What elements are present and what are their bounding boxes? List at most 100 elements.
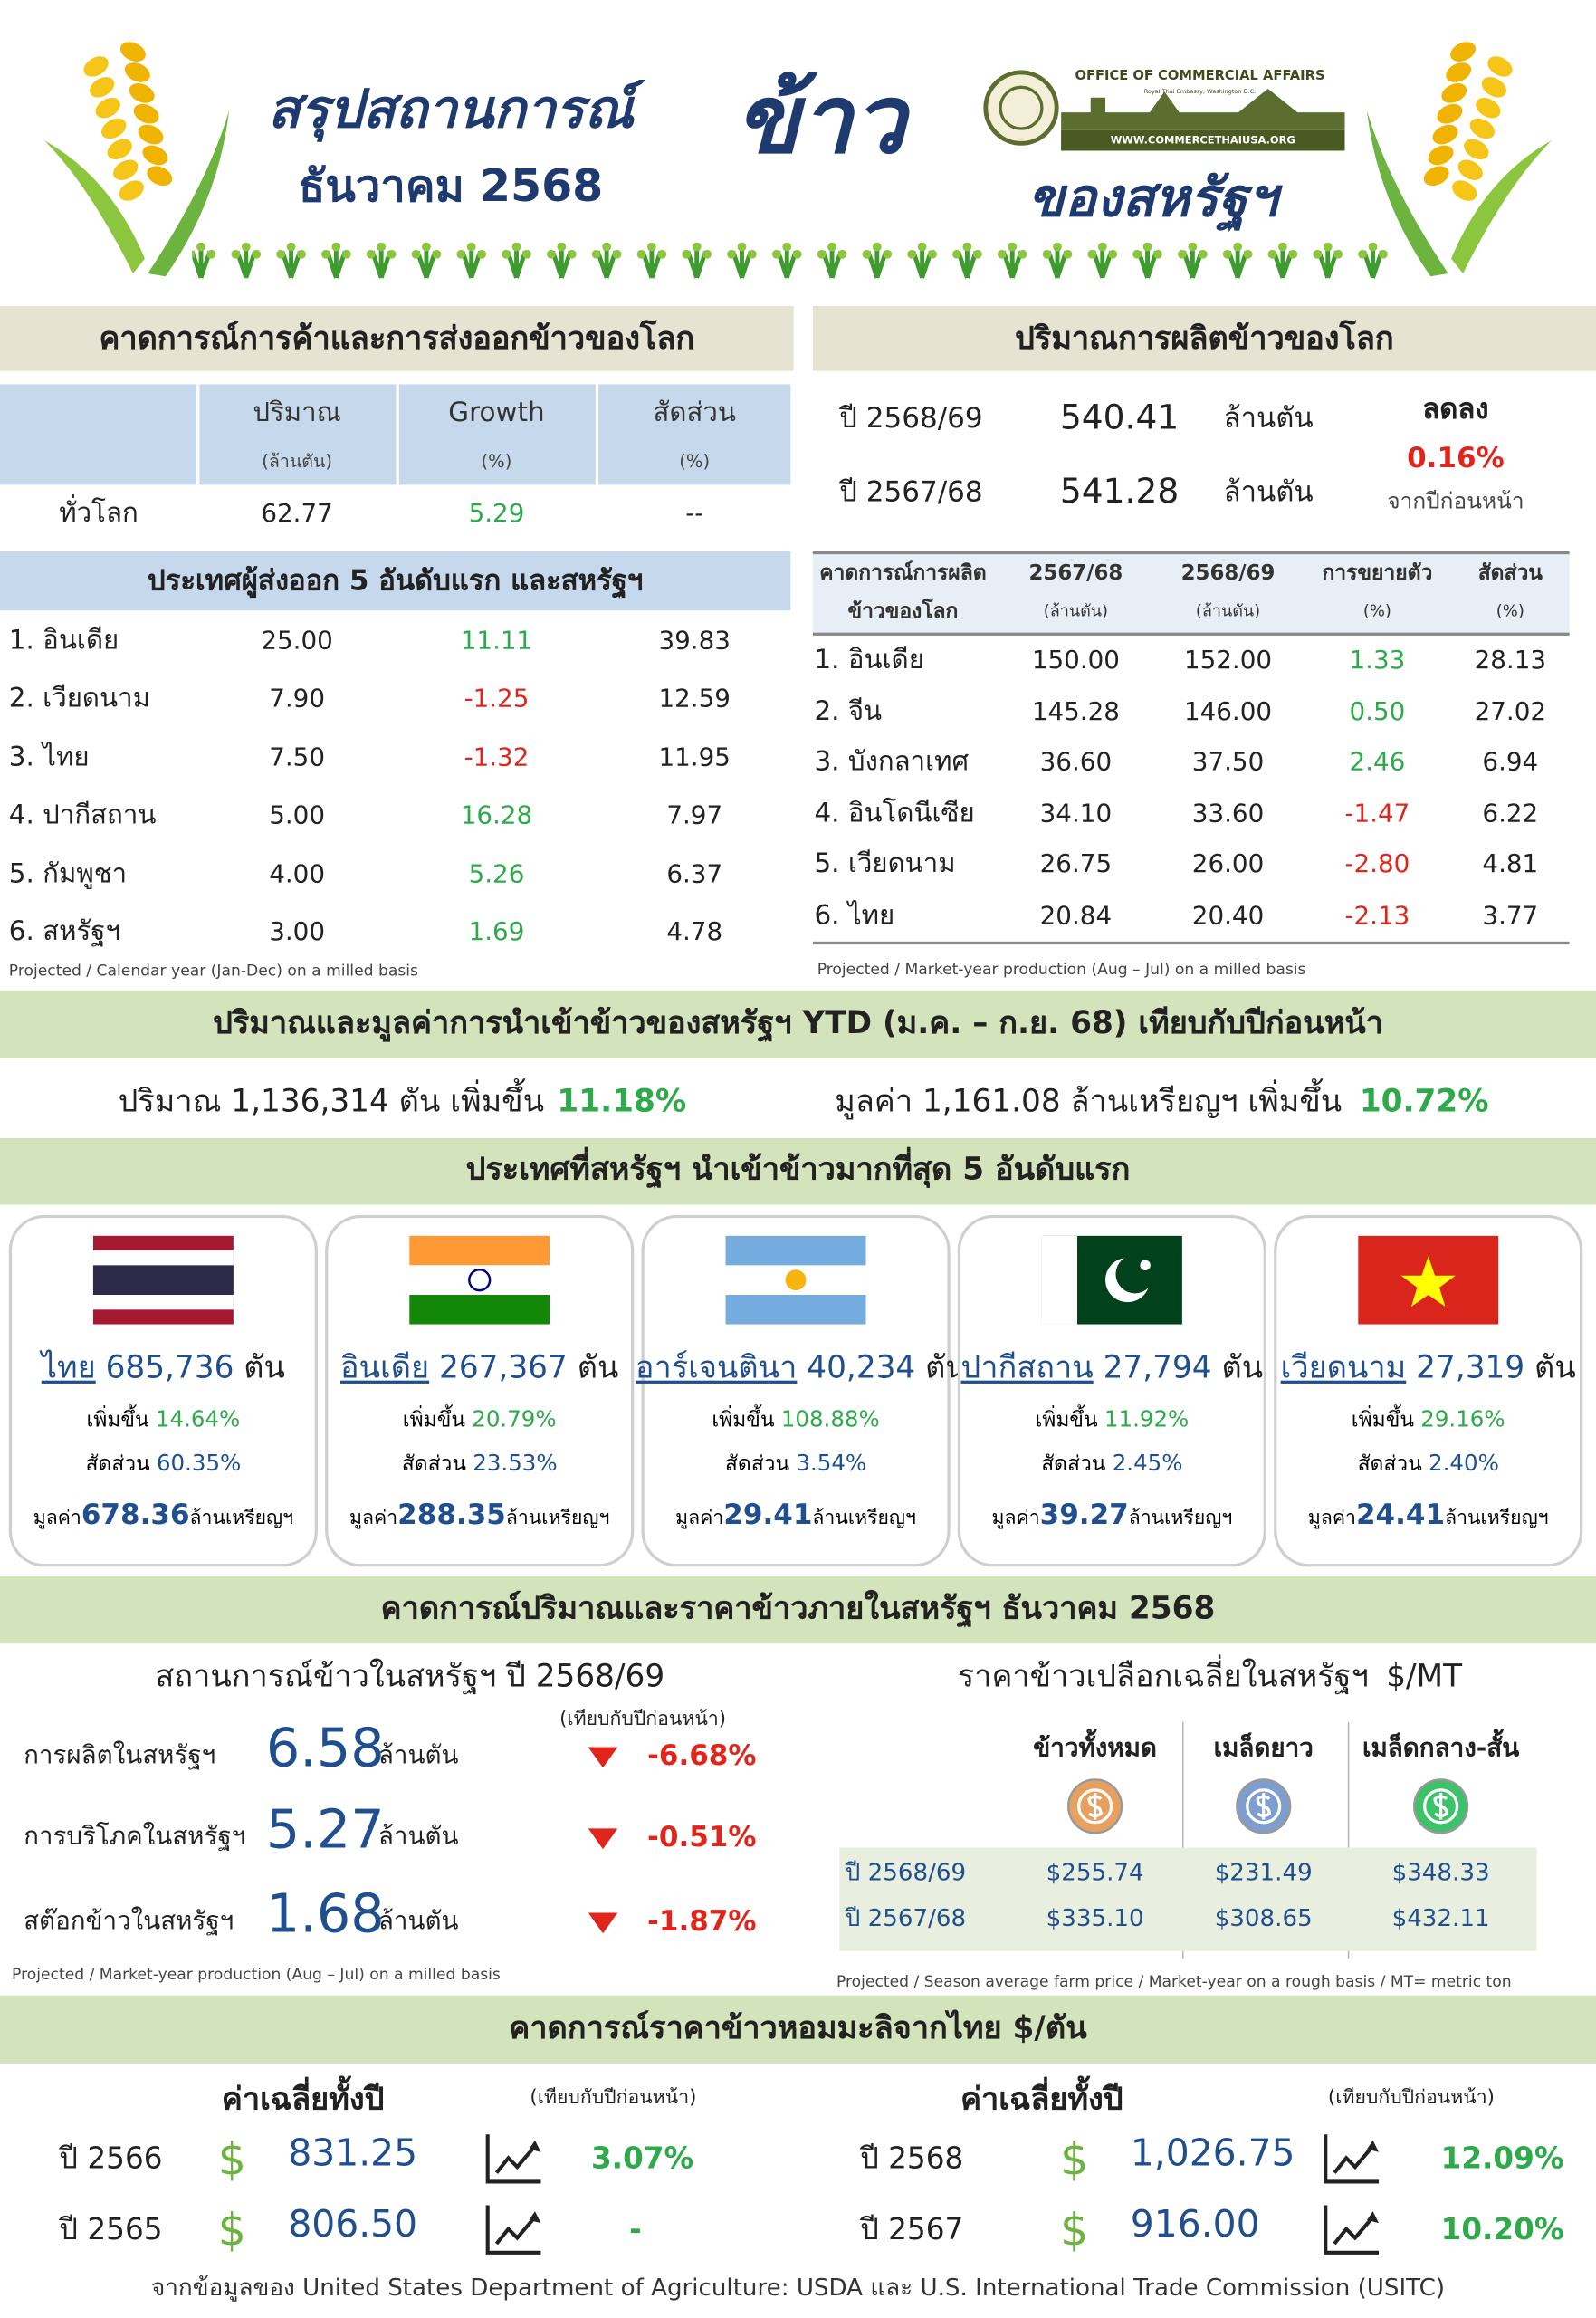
- row-label: การบริโภคในสหรัฐฯ: [24, 1822, 246, 1853]
- column-label: การขยายตัว: [1322, 561, 1433, 586]
- decoration-svg: [725, 1235, 866, 1325]
- space: [234, 1349, 244, 1384]
- card-share: สัดส่วน 2.40%: [1274, 1444, 1582, 1482]
- section-title: คาดการณ์ปริมาณและราคาข้าวภายในสหรัฐฯ ธัน…: [380, 1590, 1216, 1626]
- decoration-ellipse: [1441, 83, 1467, 103]
- country-name: อินเดีย: [340, 1349, 430, 1385]
- decoration-circle: [1108, 249, 1118, 259]
- source-note: จากข้อมูลของ United States Department of…: [150, 2273, 1446, 2302]
- decoration-circle: [692, 242, 702, 252]
- row-label: ทั่วโลก: [59, 498, 139, 530]
- year-label: ปี 2568: [860, 2140, 964, 2176]
- decoration-ellipse: [1450, 42, 1477, 62]
- decoration-circle: [1288, 249, 1298, 259]
- unit: ล้านตัน: [377, 1822, 459, 1853]
- year-label: ปี 2565: [59, 2211, 163, 2247]
- price-rows: [839, 1847, 1537, 1951]
- decoration-ellipse: [1481, 77, 1506, 98]
- decoration-circle: [792, 249, 802, 259]
- rice-plant-left: [30, 22, 237, 288]
- change-value: -0.51%: [646, 1821, 757, 1854]
- decoration-circle: [962, 242, 972, 252]
- share-value: 2.45%: [1112, 1450, 1183, 1477]
- cell: -1.47: [1344, 799, 1410, 829]
- table-header: [0, 384, 791, 485]
- decoration-circle: [366, 249, 376, 259]
- logo-band: [1061, 129, 1345, 151]
- import-quantity: ปริมาณ 1,136,314 ตัน เพิ่มขึ้น: [118, 1083, 545, 1119]
- space: [1524, 1349, 1534, 1384]
- space: [775, 1409, 781, 1432]
- down-arrow: [588, 1827, 618, 1850]
- decoration-circle: [1018, 249, 1027, 259]
- cell: 1.33: [1349, 646, 1406, 676]
- growth-label: เพิ่มขึ้น: [1035, 1408, 1098, 1432]
- decoration-g: [43, 42, 230, 277]
- space: [466, 1453, 473, 1477]
- decoration-svg: [1324, 2134, 1380, 2184]
- decoration-circle: [1053, 242, 1062, 252]
- production-value: 541.28: [1059, 473, 1180, 512]
- column-unit: (ล้านตัน): [262, 450, 333, 472]
- price-value: 806.50: [288, 2202, 418, 2246]
- value-unit: ล้านเหรียญฯ: [189, 1508, 294, 1530]
- change-label: ลดลง: [1422, 393, 1489, 426]
- cell: 11.95: [658, 742, 731, 773]
- cell: 36.60: [1039, 748, 1113, 778]
- price-cell: $432.11: [1391, 1903, 1490, 1932]
- country-flag: [1041, 1235, 1182, 1325]
- cell: 4.81: [1482, 850, 1539, 880]
- value-amount: 678.36: [81, 1499, 190, 1532]
- subsection-banner: [0, 551, 791, 611]
- row-label: 3. ไทย: [8, 742, 90, 773]
- decoration-circle: [1423, 1788, 1459, 1825]
- down-arrow: [588, 1746, 618, 1768]
- decoration-circle: [636, 249, 646, 259]
- cell: 2.46: [1349, 748, 1406, 778]
- currency: $: [217, 2205, 246, 2257]
- quantity: 27,794: [1103, 1349, 1212, 1385]
- cell: 6.94: [1482, 748, 1539, 778]
- row-label: 4. อินโดนีเซีย: [814, 798, 975, 829]
- change-value: 10.20%: [1440, 2211, 1564, 2247]
- decoration-ellipse: [1432, 124, 1458, 145]
- column-unit: (%): [679, 450, 711, 472]
- block-heading: ค่าเฉลี่ยทั้งปี: [960, 2081, 1123, 2117]
- cell: 7.90: [269, 685, 326, 715]
- currency: $: [1060, 2134, 1089, 2187]
- row-label: 2. จีน: [814, 695, 883, 727]
- card-share: สัดส่วน 23.53%: [325, 1444, 634, 1482]
- trend-icon: [484, 2202, 543, 2256]
- rice-plant-right: [1360, 22, 1567, 288]
- value-label: มูลค่า: [675, 1508, 724, 1530]
- decoration-circle: [456, 249, 466, 259]
- decoration-svg: [1324, 2205, 1380, 2255]
- decoration-svg: [983, 70, 1059, 146]
- price-value: 916.00: [1130, 2202, 1260, 2246]
- import-value: มูลค่า 1,161.08 ล้านเหรียญฯ เพิ่มขึ้น: [835, 1083, 1343, 1119]
- growth-value: 14.64%: [155, 1405, 241, 1432]
- decoration-circle: [1077, 1788, 1113, 1825]
- share-label: สัดส่วน: [1041, 1452, 1106, 1477]
- decoration-polygon: [588, 1912, 618, 1934]
- share-label: สัดส่วน: [401, 1452, 466, 1477]
- country-flag: [1358, 1235, 1499, 1325]
- value-label: มูลค่า: [349, 1508, 398, 1530]
- price-value: 1,026.75: [1130, 2131, 1295, 2175]
- cell: 27.02: [1474, 696, 1547, 727]
- quantity: 40,234: [807, 1349, 916, 1385]
- value-amount: 39.27: [1039, 1499, 1129, 1532]
- value-label: มูลค่า: [991, 1508, 1040, 1530]
- change-value: 0.16%: [1407, 442, 1505, 475]
- title-big: ข้าว: [734, 66, 906, 177]
- price-cell: $348.33: [1391, 1857, 1490, 1886]
- decoration-circle: [1222, 249, 1232, 259]
- decoration-circle: [1188, 242, 1198, 252]
- column-label: คาดการณ์การผลิต: [819, 561, 987, 586]
- column-unit: (%): [481, 450, 512, 472]
- share-label: สัดส่วน: [724, 1452, 790, 1477]
- card-growth: เพิ่มขึ้น 14.64%: [9, 1400, 318, 1438]
- decoration-svg: [1366, 42, 1553, 277]
- column-divider: [1181, 1721, 1184, 1959]
- decoration-svg: [485, 2205, 541, 2255]
